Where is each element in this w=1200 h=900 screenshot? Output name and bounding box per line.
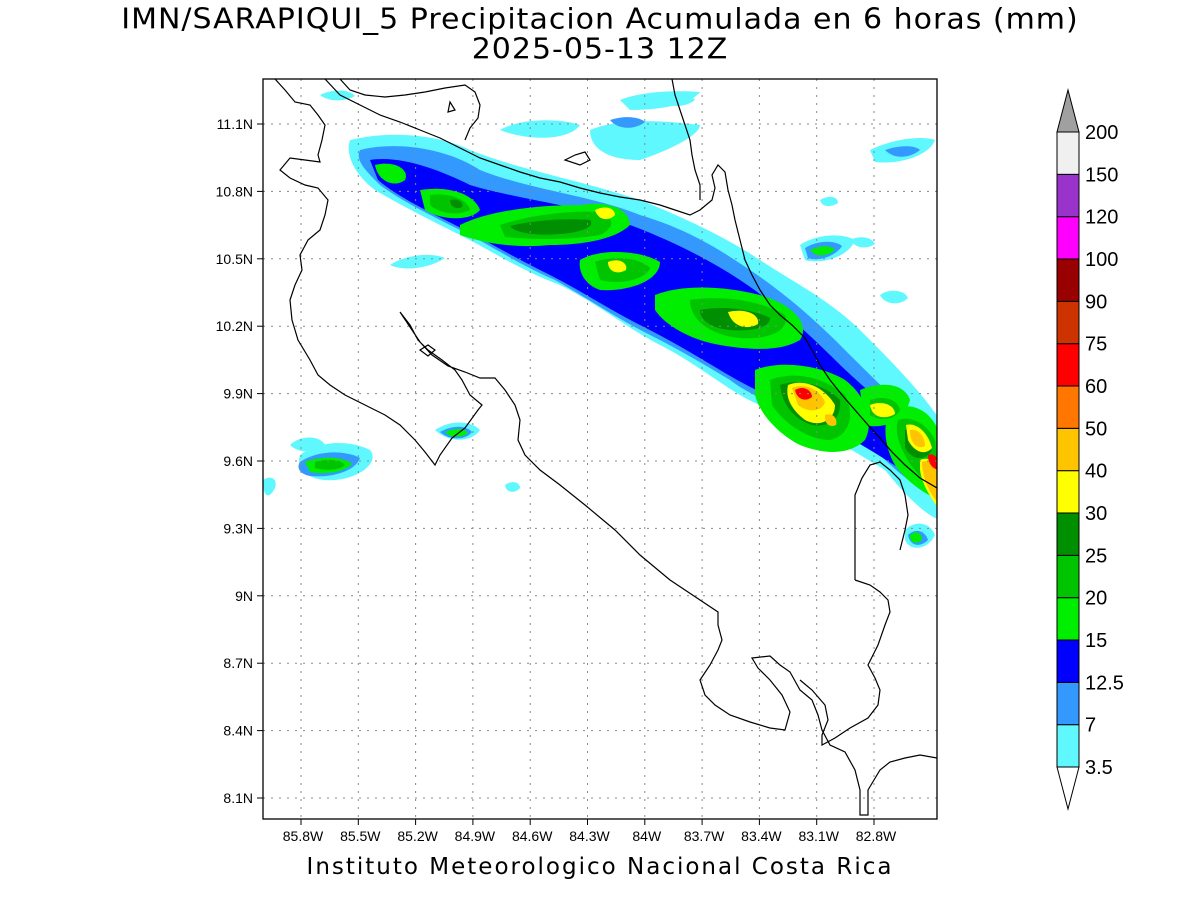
coastline-borders [274,79,937,816]
colorbar-over-triangle [1056,88,1080,133]
precipitation-field [263,90,937,548]
colorbar-label: 100 [1085,249,1118,271]
lon-tick-label: 82.8W [856,828,897,844]
lat-tick-label: 10.2N [216,318,253,334]
colorbar-swatch [1056,258,1080,302]
colorbar-swatch [1056,173,1080,218]
lon-tick-label: 83.4W [741,828,782,844]
lat-tick-label: 9.3N [223,520,253,536]
map-title: IMN/SARAPIQUI_5 Precipitacion Acumulada … [121,2,1079,37]
colorbar-swatch [1056,470,1080,514]
lat-tick-label: 10.8N [216,183,253,199]
colorbar-swatch [1056,639,1080,683]
latitude-axis: 11.1N 10.8N 10.5N 10.2N 9.9N 9.6N 9.3N 9N 8.7N 8.… [216,116,263,806]
colorbar-label: 15 [1085,630,1107,652]
colorbar-under-triangle [1056,766,1080,811]
lon-tick-label: 84.6W [512,828,553,844]
colorbar: 3.5 7 12.5 15 20 25 30 40 50 60 75 90 100 120 150 200 [1056,88,1124,811]
lon-tick-label: 84W [632,828,662,844]
longitude-axis: 85.8W 85.5W 85.2W 84.9W 84.6W 84.3W 84W 83.7W 83… [283,819,897,844]
colorbar-swatch [1056,427,1080,472]
colorbar-label: 40 [1085,461,1107,483]
colorbar-swatch [1056,216,1080,260]
lon-tick-label: 83.1W [798,828,839,844]
lat-tick-label: 8.1N [223,790,253,806]
lat-tick-label: 11.1N [217,116,253,132]
colorbar-swatch [1056,300,1080,345]
lon-tick-label: 83.7W [684,828,725,844]
colorbar-swatch [1056,343,1080,387]
lat-tick-label: 9.9N [223,386,253,402]
colorbar-swatch [1056,512,1080,556]
colorbar-label: 120 [1085,207,1118,229]
lat-tick-label: 9.6N [223,453,253,469]
colorbar-label: 20 [1085,588,1107,610]
lat-tick-label: 9N [235,588,253,604]
colorbar-label: 200 [1085,122,1118,144]
colorbar-label: 150 [1085,164,1118,186]
colorbar-swatch [1056,681,1080,726]
footer-credit: Instituto Meteorologico Nacional Costa R… [306,854,894,880]
colorbar-label: 12.5 [1085,672,1124,694]
colorbar-label: 75 [1085,334,1107,356]
colorbar-label: 7 [1085,715,1096,737]
colorbar-swatch [1056,385,1080,429]
lon-tick-label: 84.9W [455,828,496,844]
map-subtitle-datetime: 2025-05-13 12Z [471,32,729,67]
lat-tick-label: 8.4N [223,723,253,739]
colorbar-swatch [1056,724,1080,768]
lat-tick-label: 10.5N [216,251,253,267]
colorbar-swatch [1056,554,1080,599]
lon-tick-label: 85.2W [397,828,438,844]
map-frame [262,78,938,820]
colorbar-label: 60 [1085,376,1107,398]
colorbar-label: 30 [1085,503,1107,525]
colorbar-label: 90 [1085,291,1107,313]
colorbar-swatch [1056,597,1080,641]
colorbar-label: 25 [1085,545,1107,567]
colorbar-swatch [1056,131,1080,175]
lon-tick-label: 85.5W [340,828,381,844]
map-grid [263,79,937,819]
lon-tick-label: 85.8W [283,828,324,844]
lon-tick-label: 84.3W [569,828,610,844]
colorbar-label: 50 [1085,418,1107,440]
colorbar-label: 3.5 [1085,757,1113,779]
lat-tick-label: 8.7N [223,655,253,671]
